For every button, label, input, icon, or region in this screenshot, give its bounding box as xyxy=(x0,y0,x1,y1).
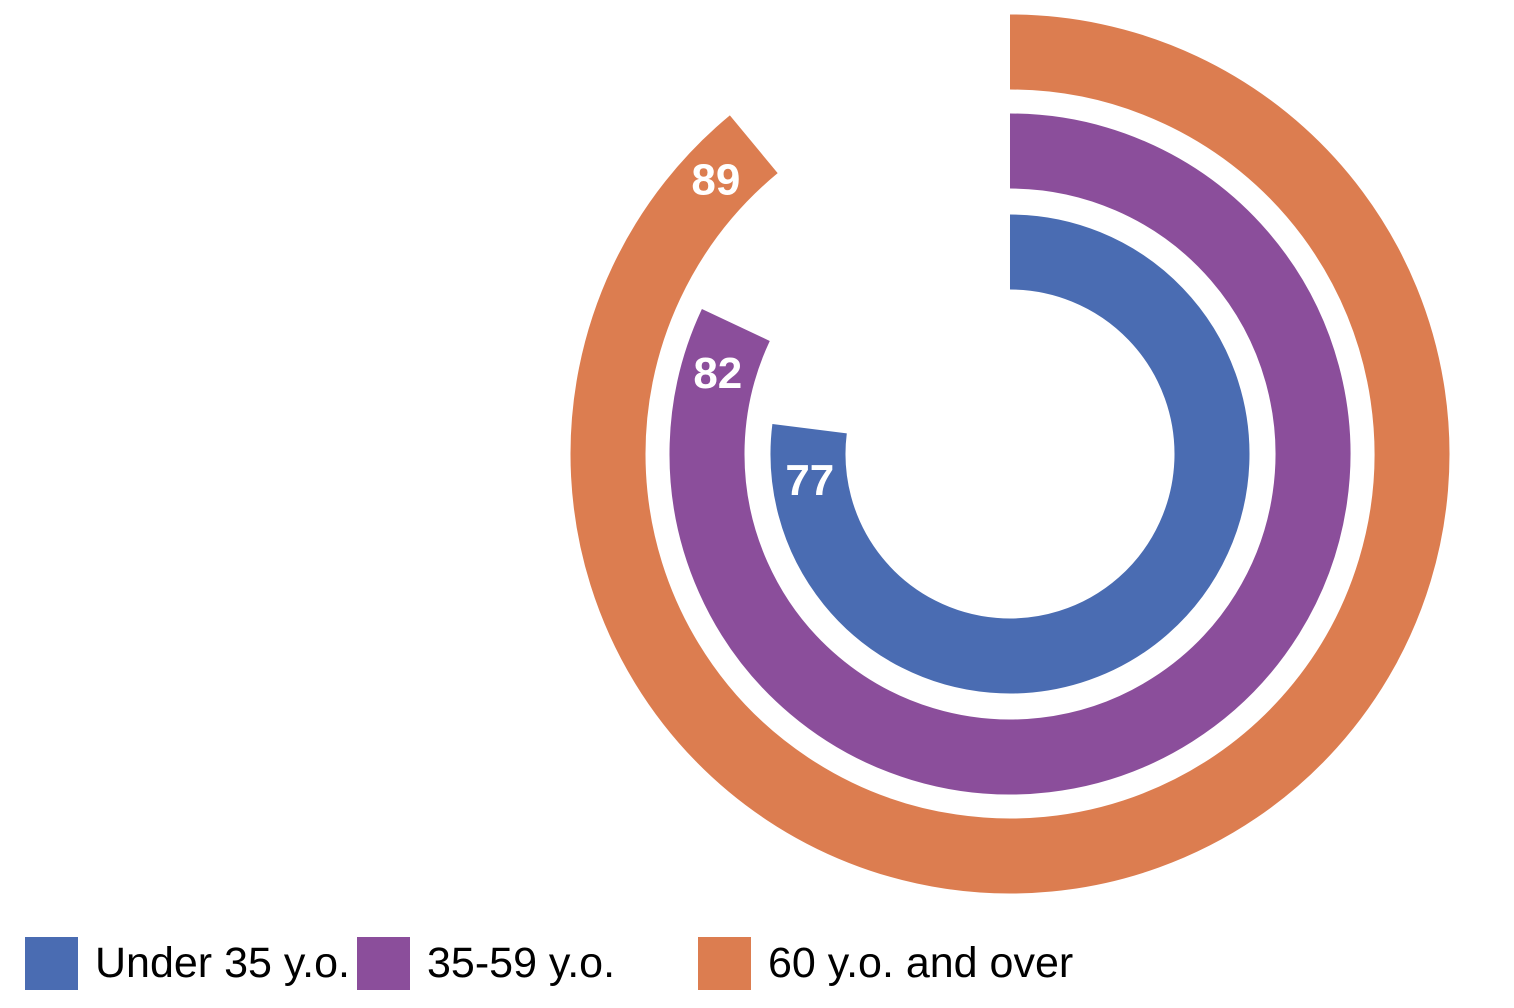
arc-60-and-over xyxy=(570,14,1450,894)
legend-label-35-59: 35-59 y.o. xyxy=(427,938,616,987)
arc-value-label-under-35: 77 xyxy=(785,456,834,505)
arc-value-label-35-59: 82 xyxy=(693,349,742,398)
arc-under-35 xyxy=(770,214,1250,694)
chart-legend: Under 35 y.o. 35-59 y.o. 60 y.o. and ove… xyxy=(0,936,1514,992)
legend-swatch-under-35-icon xyxy=(25,936,78,990)
arc-value-label-60-and-over: 89 xyxy=(691,155,740,204)
legend-item-under-35: Under 35 y.o. xyxy=(25,936,350,990)
legend-item-60-and-over: 60 y.o. and over xyxy=(698,936,1073,990)
arc-35-59 xyxy=(669,113,1351,795)
chart-canvas: 77 82 89 xyxy=(570,14,1450,894)
legend-item-35-59: 35-59 y.o. xyxy=(357,936,615,990)
legend-label-under-35: Under 35 y.o. xyxy=(95,938,350,987)
legend-swatch-60-and-over-icon xyxy=(698,936,751,990)
legend-label-60-and-over: 60 y.o. and over xyxy=(768,938,1074,987)
legend-swatch-35-59-icon xyxy=(357,936,410,990)
